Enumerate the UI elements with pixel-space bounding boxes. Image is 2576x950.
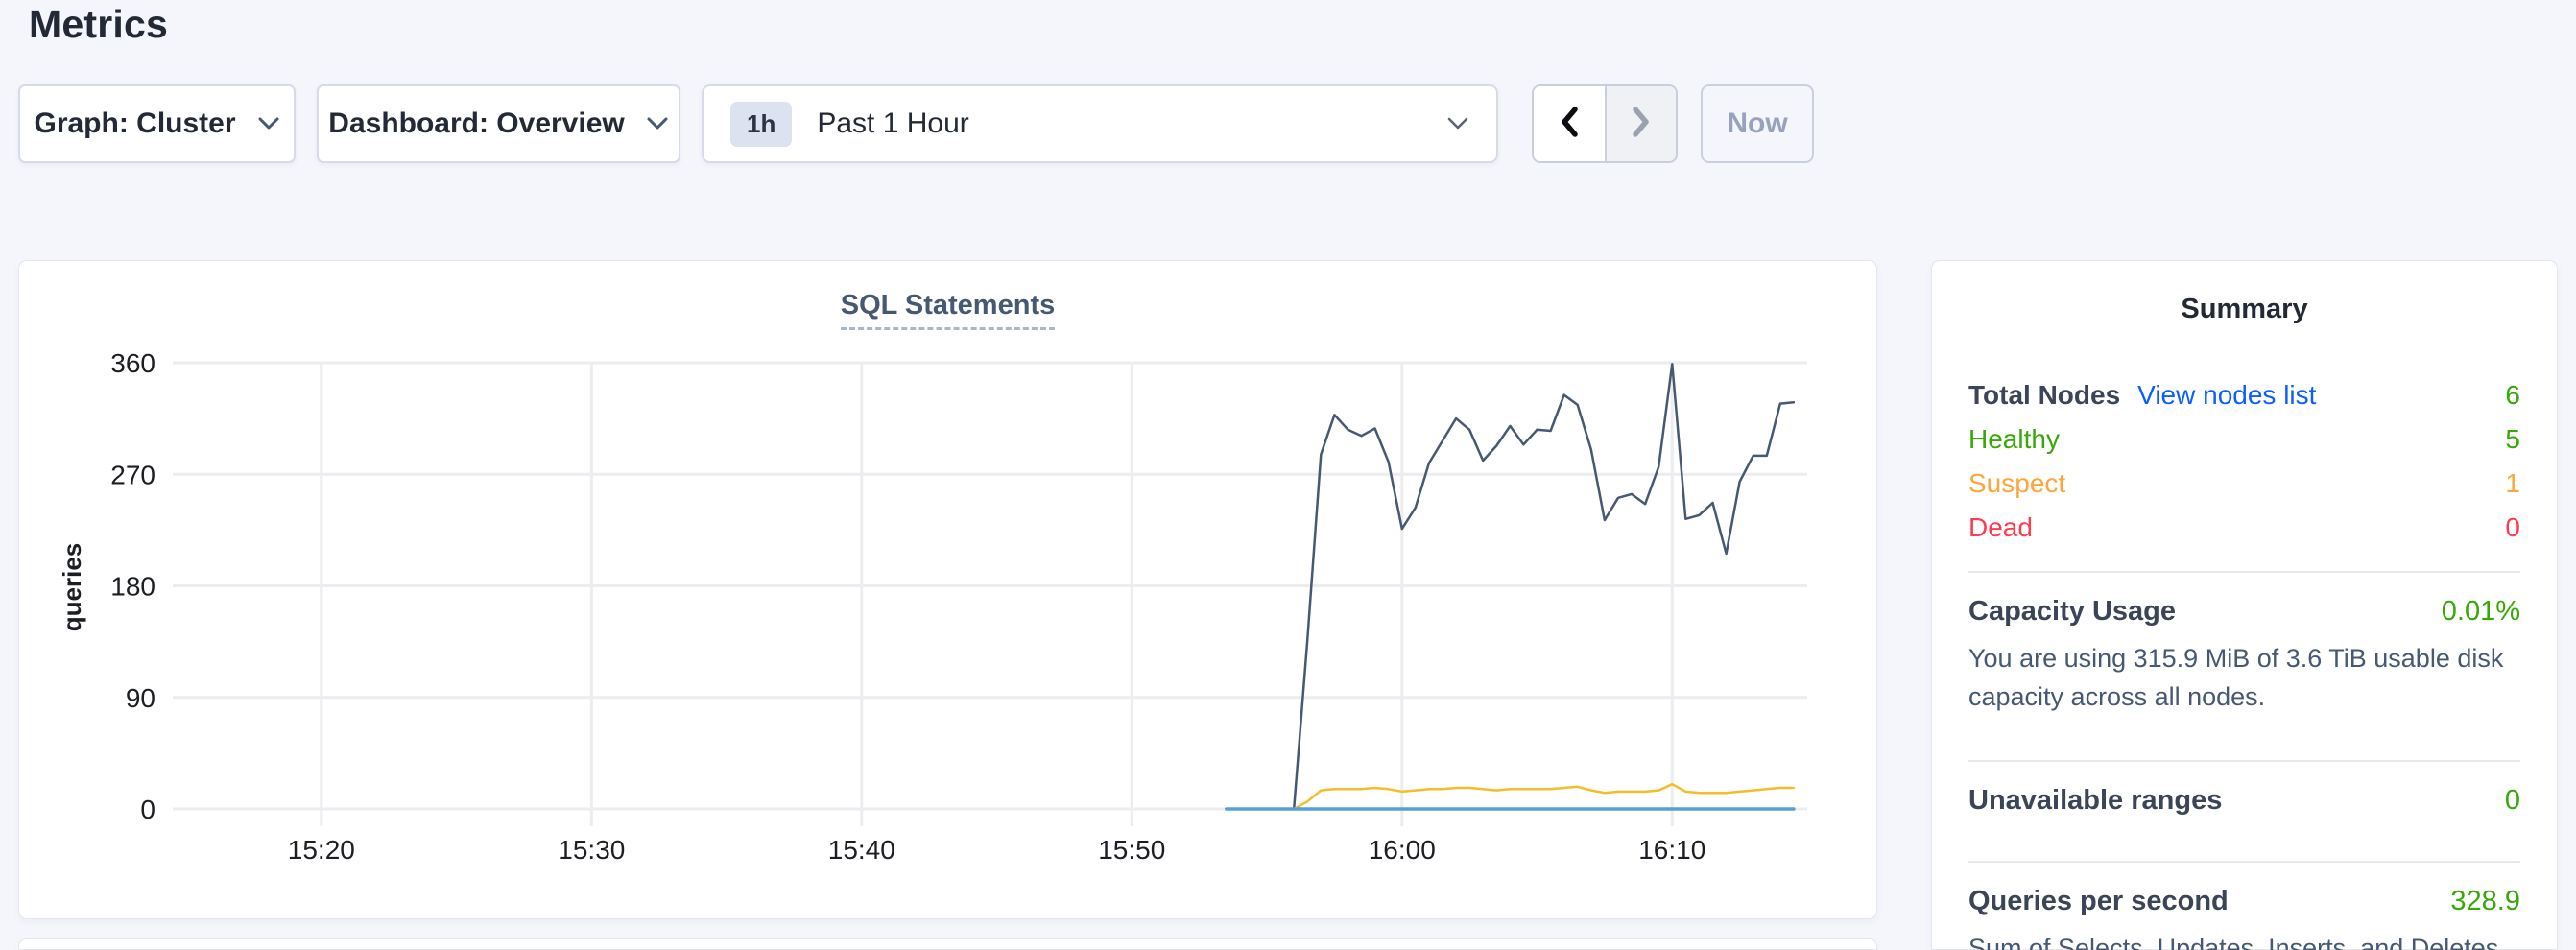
- now-button[interactable]: Now: [1701, 84, 1814, 163]
- next-chart-card: [18, 938, 1877, 950]
- unavailable-ranges-section: Unavailable ranges 0: [1968, 762, 2520, 840]
- view-nodes-list-link[interactable]: View nodes list: [2137, 380, 2317, 410]
- svg-text:queries: queries: [58, 543, 86, 632]
- svg-text:15:20: 15:20: [288, 835, 355, 865]
- node-status-label: Healthy: [1968, 424, 2060, 454]
- svg-text:180: 180: [110, 572, 155, 602]
- node-status-rows: Total Nodes View nodes list 6 Healthy 5 Su…: [1968, 373, 2520, 550]
- node-status-label: Suspect: [1968, 468, 2066, 498]
- graph-dropdown[interactable]: Graph: Cluster: [18, 84, 296, 163]
- node-status-label: Dead: [1968, 512, 2033, 542]
- dashboard-dropdown-label: Dashboard: Overview: [328, 107, 625, 139]
- graph-dropdown-label: Graph: Cluster: [34, 107, 236, 139]
- summary-panel: Summary Total Nodes View nodes list 6 He…: [1931, 260, 2558, 950]
- chevron-down-icon: [646, 116, 669, 131]
- queries-per-second-description: Sum of Selects, Updates, Inserts, and De…: [1968, 934, 2499, 950]
- svg-text:15:50: 15:50: [1098, 835, 1165, 865]
- node-status-value: 0: [2505, 512, 2520, 542]
- svg-text:0: 0: [140, 795, 155, 824]
- dashboard-dropdown[interactable]: Dashboard: Overview: [317, 84, 680, 163]
- chevron-left-icon: [1559, 106, 1580, 143]
- total-nodes-label: Total Nodes: [1968, 380, 2121, 410]
- divider: [1968, 571, 2520, 573]
- svg-text:16:10: 16:10: [1638, 835, 1705, 865]
- node-status-value: 1: [2505, 468, 2520, 498]
- unavailable-ranges-value: 0: [2504, 785, 2520, 816]
- svg-text:15:30: 15:30: [558, 835, 625, 865]
- next-time-button-disabled[interactable]: [1605, 86, 1676, 161]
- node-status-row: Dead 0: [1968, 506, 2520, 550]
- svg-text:15:40: 15:40: [828, 835, 895, 865]
- time-range-badge: 1h: [730, 101, 793, 147]
- node-status-row: Suspect 1: [1968, 462, 2520, 506]
- queries-per-second-section: Queries per second 328.9 Sum of Selects,…: [1968, 863, 2520, 950]
- svg-text:270: 270: [110, 460, 155, 489]
- time-range-selector[interactable]: 1h Past 1 Hour: [702, 84, 1498, 163]
- capacity-usage-description: You are using 315.9 MiB of 3.6 TiB usabl…: [1968, 644, 2504, 711]
- queries-per-second-value: 328.9: [2450, 886, 2520, 916]
- summary-title: Summary: [2181, 294, 2308, 324]
- svg-text:16:00: 16:00: [1369, 835, 1436, 865]
- queries-per-second-label: Queries per second: [1968, 886, 2229, 916]
- divider: [1968, 861, 2520, 863]
- chevron-down-icon: [257, 116, 280, 131]
- page-title: Metrics: [29, 2, 168, 46]
- svg-text:360: 360: [110, 348, 155, 378]
- total-nodes-row: Total Nodes View nodes list 6: [1968, 373, 2520, 417]
- total-nodes-value: 6: [2505, 380, 2520, 410]
- node-status-row: Healthy 5: [1968, 417, 2520, 462]
- sql-statements-chart[interactable]: 0 90 180 270 360 15:20 15:30 15:40 15:50 16:00 16:…: [0, 260, 1877, 932]
- capacity-usage-section: Capacity Usage 0.01% You are using 315.9…: [1968, 573, 2520, 739]
- svg-text:90: 90: [126, 683, 155, 713]
- chevron-right-icon: [1631, 106, 1652, 143]
- node-status-value: 5: [2505, 424, 2520, 454]
- capacity-usage-label: Capacity Usage: [1968, 596, 2176, 627]
- capacity-usage-value: 0.01%: [2441, 596, 2520, 627]
- unavailable-ranges-label: Unavailable ranges: [1968, 785, 2223, 816]
- divider: [1968, 760, 2520, 762]
- chevron-down-icon: [1446, 116, 1469, 131]
- previous-time-button[interactable]: [1534, 86, 1605, 161]
- time-step-button-group: [1532, 84, 1678, 163]
- chart-title[interactable]: SQL Statements: [840, 290, 1056, 330]
- time-range-label: Past 1 Hour: [817, 107, 969, 139]
